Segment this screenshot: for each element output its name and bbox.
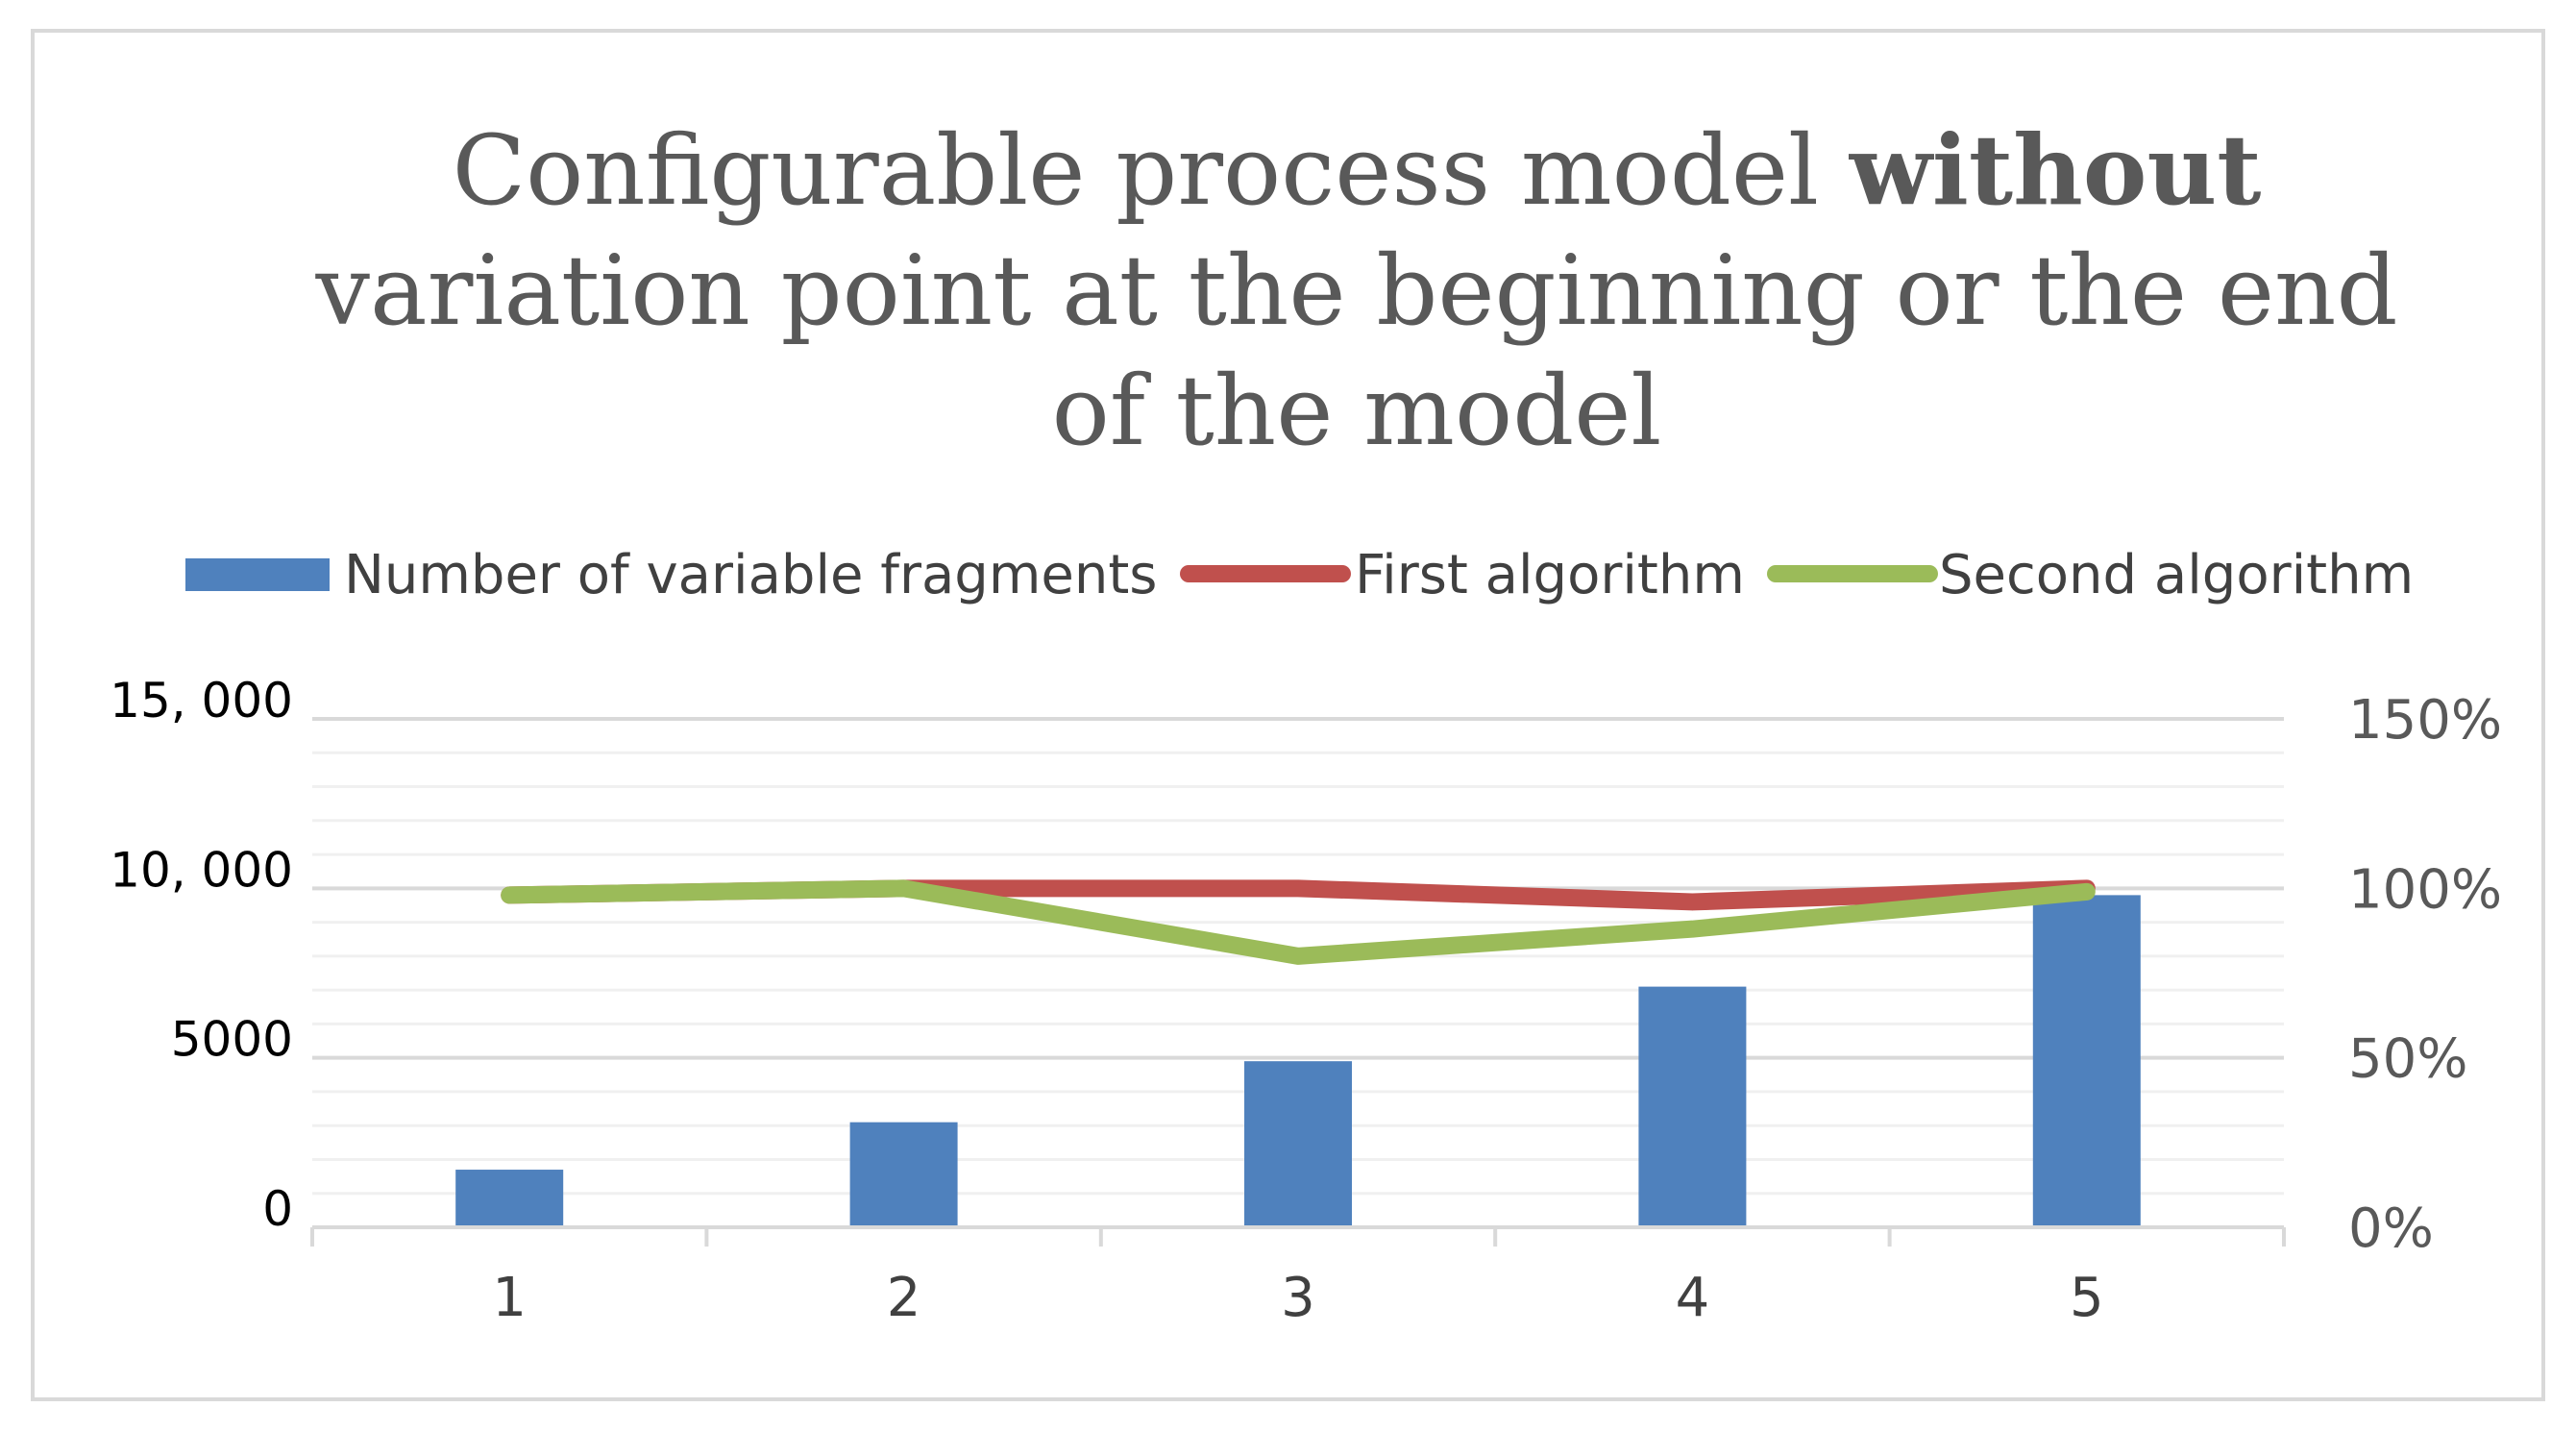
bar: [2032, 895, 2141, 1227]
y-left-tick-label: 0: [262, 1181, 293, 1237]
chart-title: Configurable process model without varia…: [315, 113, 2398, 467]
x-tick-label: 4: [1676, 1267, 1710, 1329]
y-right-tick-label: 0%: [2348, 1197, 2434, 1260]
x-tick-label: 5: [2070, 1267, 2104, 1329]
bar: [1638, 986, 1747, 1227]
x-tick-label: 2: [887, 1267, 921, 1329]
x-tick-label: 1: [492, 1267, 527, 1329]
x-tick-label: 3: [1281, 1267, 1315, 1329]
legend-item-second-algorithm: Second algorithm: [1767, 544, 2414, 606]
bar: [455, 1170, 564, 1227]
chart-title-line-1-regular: Configurable process model: [453, 114, 1850, 227]
y-left-tick-label: 15, 000: [110, 673, 293, 728]
y-right-tick-label: 100%: [2348, 858, 2502, 921]
chart-title-line-3: of the model: [1052, 355, 1662, 467]
bar-layer: [455, 895, 2141, 1227]
y-right-tick-label: 50%: [2348, 1028, 2467, 1091]
series-line-second-algorithm: [501, 879, 2096, 965]
legend-item-bars: Number of variable fragments: [185, 544, 1157, 606]
label-layer: 1 2 3 4 5 0 5000 10, 000 15, 000 0% 50% 100% 150%: [110, 673, 2502, 1329]
legend-label-second-algorithm: Second algorithm: [1939, 544, 2414, 606]
legend-item-first-algorithm: First algorithm: [1180, 544, 1745, 606]
y-left-tick-label: 5000: [171, 1012, 293, 1068]
legend-swatch-bars: [185, 558, 330, 591]
y-left-tick-label: 10, 000: [110, 842, 293, 898]
bar: [849, 1122, 958, 1227]
chart-title-line-1: Configurable process model without: [453, 113, 2262, 227]
legend-label-bars: Number of variable fragments: [344, 544, 1157, 606]
legend: Number of variable fragments First algor…: [185, 544, 2414, 606]
line-layer: [501, 879, 2096, 965]
legend-label-first-algorithm: First algorithm: [1355, 544, 1745, 606]
y-right-tick-label: 150%: [2348, 689, 2502, 752]
axis-layer: [310, 1225, 2286, 1247]
chart-title-line-1-bold: without: [1849, 113, 2262, 227]
chart-title-line-2: variation point at the beginning or the …: [315, 235, 2398, 347]
bar: [1244, 1061, 1352, 1227]
